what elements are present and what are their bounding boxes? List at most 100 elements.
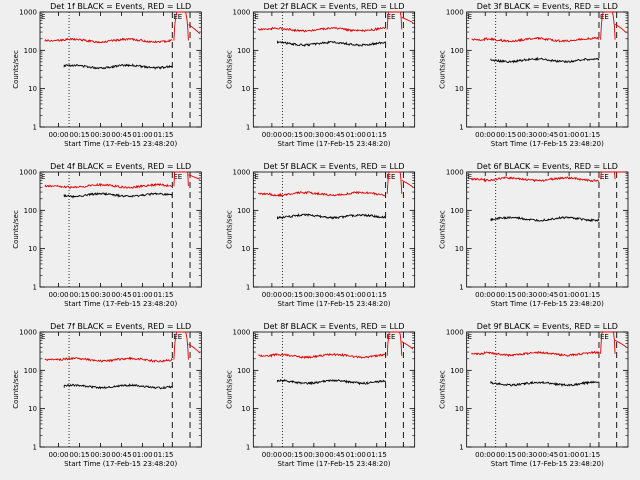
x-tick-label: 01:00 [346,131,366,139]
panel-title: Det 8f BLACK = Events, RED = LLD [263,322,404,331]
x-tick-label: 01:15 [367,131,387,139]
x-tick-label: 00:45 [111,451,131,459]
y-tick-label: 1 [246,444,250,452]
x-axis-label: Start Time (17-Feb-15 23:48:20) [277,140,390,148]
events-series-line [277,39,386,47]
y-tick-label: 1 [246,284,250,292]
y-axis-label: Counts/sec [225,210,233,249]
plot-frame [39,11,202,128]
x-axis-label: Start Time (17-Feb-15 23:48:20) [491,460,604,468]
y-axis-label: Counts/sec [225,370,233,409]
y-tick-label: 1 [459,284,463,292]
marker-label: EE [387,333,396,341]
lld-tail-line [401,16,414,24]
plot-frame [252,11,416,128]
y-tick-label: 100 [237,367,250,375]
x-tick-label: 00:45 [111,131,131,139]
panel-flag: E [468,173,472,181]
x-axis-label: Start Time (17-Feb-15 23:48:20) [277,300,390,308]
y-tick-label: 10 [241,245,250,253]
x-tick-label: 01:00 [346,451,366,459]
panel-flag: E [41,13,45,21]
y-tick-label: 10 [455,85,464,93]
x-tick-label: 00:45 [538,291,558,299]
events-series-line [490,215,600,223]
x-tick-label: 00:45 [538,451,558,459]
panel-det-2: Det 2f BLACK = Events, RED = LLD 1 10 100 10… [225,2,416,148]
y-tick-label: 10 [28,85,37,93]
panel-det-1: Det 1f BLACK = Events, RED = LLD 1 10 100 10… [12,2,202,148]
marker-label: EE [173,13,182,21]
y-tick-label: 1000 [19,329,37,337]
y-tick-label: 100 [450,367,463,375]
panel-det-4: Det 4f BLACK = Events, RED = LLD 1 10 100 10… [12,162,202,308]
x-tick-label: 00:15 [496,451,516,459]
panel-flag: E [41,173,45,181]
x-tick-label: 01:15 [153,291,173,299]
plot-frame [39,331,202,448]
x-tick-label: 01:15 [153,131,173,139]
y-tick-label: 100 [450,207,463,215]
marker-label: EE [173,173,182,181]
x-tick-label: 00:30 [517,131,537,139]
x-tick-label: 00:30 [517,291,537,299]
x-axis-label: Start Time (17-Feb-15 23:48:20) [277,460,390,468]
panel-det-3: Det 3f BLACK = Events, RED = LLD 1 10 100 10… [439,2,629,148]
plot-frame [466,331,629,448]
x-axis-label: Start Time (17-Feb-15 23:48:20) [64,300,177,308]
plot-frame [39,171,202,288]
x-tick-label: 00:15 [283,291,303,299]
y-tick-label: 10 [28,245,37,253]
y-tick-label: 10 [455,245,464,253]
y-tick-label: 100 [24,207,37,215]
lld-spike-line [600,11,616,40]
lld-spike-line [600,171,616,180]
y-tick-label: 1000 [19,9,37,17]
x-tick-label: 00:15 [69,131,89,139]
lld-series-line [471,36,600,43]
panel-title: Det 3f BLACK = Events, RED = LLD [477,2,618,11]
lld-tail-line [401,341,414,350]
lld-series-line [257,190,386,198]
y-tick-label: 1000 [446,169,464,177]
x-tick-label: 00:00 [475,131,495,139]
x-tick-label: 01:00 [559,131,579,139]
x-tick-label: 00:45 [538,131,558,139]
panel-title: Det 7f BLACK = Events, RED = LLD [50,322,191,331]
y-tick-label: 1000 [446,9,464,17]
x-tick-label: 00:30 [517,451,537,459]
y-tick-label: 100 [237,207,250,215]
panel-det-8: Det 8f BLACK = Events, RED = LLD 1 10 100 10… [225,322,416,468]
x-axis-label: Start Time (17-Feb-15 23:48:20) [64,460,177,468]
events-series-line [63,63,173,70]
y-tick-label: 1 [33,284,37,292]
x-tick-label: 01:15 [153,451,173,459]
x-tick-label: 00:00 [262,291,282,299]
lld-tail-line [614,339,627,348]
lld-spike-line [386,331,403,356]
events-series-line [490,380,600,388]
y-tick-label: 1000 [19,169,37,177]
y-tick-label: 100 [450,47,463,55]
lld-tail-line [188,343,201,354]
lld-spike-line [600,331,616,354]
x-tick-label: 00:00 [475,451,495,459]
lld-spike-line [173,171,189,187]
lld-spike-line [173,331,189,360]
lld-spike-line [173,11,189,41]
y-tick-label: 100 [237,47,250,55]
y-tick-label: 1 [33,124,37,132]
panel-title: Det 4f BLACK = Events, RED = LLD [50,162,191,171]
y-tick-label: 1000 [446,329,464,337]
y-tick-label: 1 [459,124,463,132]
y-tick-label: 100 [24,367,37,375]
panel-det-9: Det 9f BLACK = Events, RED = LLD 1 10 100 10… [439,322,629,468]
y-axis-label: Counts/sec [12,370,20,409]
events-series-line [277,213,386,220]
y-tick-label: 1000 [233,169,251,177]
x-tick-label: 00:45 [111,291,131,299]
panel-flag: E [254,173,258,181]
panel-title: Det 9f BLACK = Events, RED = LLD [477,322,618,331]
panel-flag: E [41,333,45,341]
